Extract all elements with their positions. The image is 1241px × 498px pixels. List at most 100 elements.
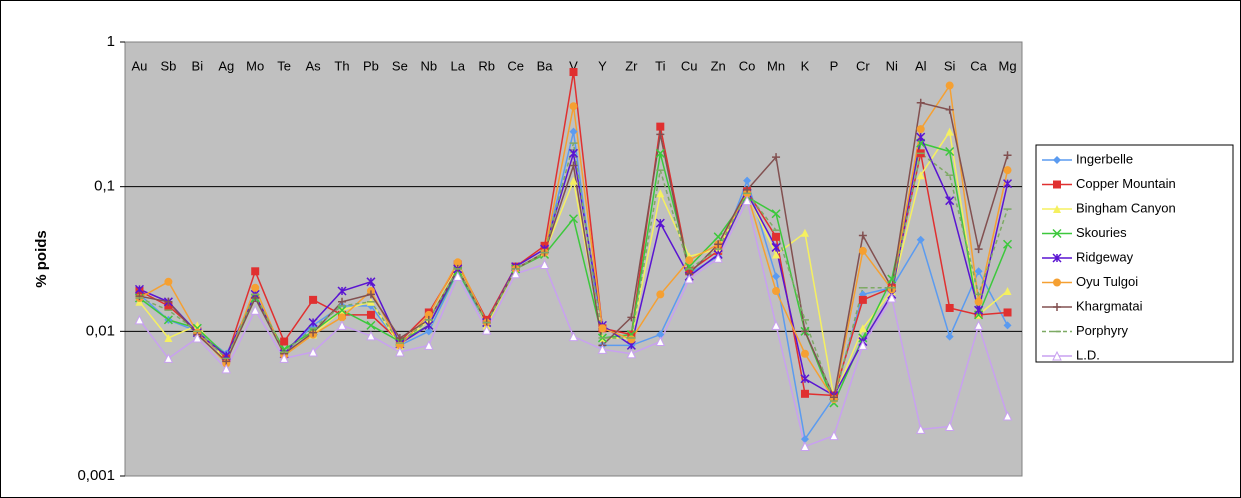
marker [163, 315, 173, 325]
marker [134, 314, 145, 325]
marker [743, 176, 752, 185]
marker [771, 242, 781, 252]
y-tick-label: 0,01 [86, 322, 115, 339]
marker [655, 218, 665, 228]
y-tick-label: 0,1 [94, 178, 115, 195]
marker [772, 272, 781, 281]
marker [945, 332, 954, 341]
marker [829, 430, 839, 441]
marker [366, 290, 375, 299]
marker [974, 305, 984, 315]
marker [800, 441, 810, 451]
x-tick-label: Si [944, 58, 956, 73]
marker [308, 318, 318, 328]
marker [569, 102, 578, 111]
x-tick-label: K [801, 58, 810, 73]
marker [251, 283, 260, 292]
x-tick-label: P [830, 58, 839, 73]
marker [858, 246, 867, 255]
marker [163, 353, 174, 363]
plot-area [124, 41, 1023, 477]
x-tick-label: Pb [363, 58, 379, 73]
marker [395, 333, 404, 342]
marker [164, 277, 173, 286]
marker [481, 324, 492, 335]
marker [569, 176, 578, 185]
marker [945, 105, 954, 114]
marker [568, 331, 579, 342]
marker [916, 125, 925, 134]
marker [858, 231, 867, 240]
legend-label: Khargmatai [1076, 298, 1143, 313]
marker [366, 277, 376, 287]
marker [627, 335, 636, 344]
x-tick-label: Au [132, 58, 148, 73]
marker [539, 259, 550, 269]
marker [945, 303, 954, 312]
marker [656, 122, 665, 131]
marker [1053, 205, 1061, 213]
marker [656, 290, 665, 299]
marker [945, 146, 955, 157]
x-tick-label: Al [915, 58, 927, 73]
marker [800, 327, 809, 336]
x-tick-label: Mn [767, 58, 785, 73]
marker [1003, 321, 1012, 330]
marker [1002, 179, 1013, 189]
x-tick-label: Sb [160, 58, 176, 73]
x-tick-label: Ti [655, 58, 665, 73]
marker [395, 346, 405, 357]
marker [945, 196, 955, 206]
marker [135, 292, 144, 301]
marker [366, 330, 376, 341]
marker [598, 324, 607, 333]
marker [656, 189, 665, 198]
x-tick-label: Te [277, 58, 291, 73]
marker [772, 232, 781, 241]
marker [771, 320, 781, 330]
marker [279, 353, 289, 363]
marker [800, 389, 809, 398]
x-tick-label: Zn [711, 58, 726, 73]
marker [569, 161, 578, 170]
marker [742, 195, 752, 206]
x-tick-label: Mg [999, 58, 1017, 73]
x-tick-label: Rb [478, 58, 495, 73]
marker [568, 148, 579, 158]
marker [713, 232, 723, 242]
x-tick-label: Zr [625, 58, 638, 73]
legend-label: Bingham Canyon [1076, 200, 1176, 215]
marker [829, 393, 838, 402]
marker [452, 271, 463, 281]
legend-label: Copper Mountain [1076, 176, 1176, 191]
marker [1052, 350, 1062, 361]
marker [656, 330, 665, 339]
x-tick-label: Ag [218, 58, 234, 73]
x-tick-label: Y [598, 58, 607, 73]
y-tick-label: 0,001 [77, 467, 115, 484]
x-tick-label: Ce [507, 58, 524, 73]
marker [1003, 287, 1012, 296]
marker [366, 310, 375, 319]
marker [1053, 278, 1061, 287]
marker [1003, 166, 1012, 175]
marker [453, 258, 462, 267]
marker [280, 337, 289, 346]
x-tick-label: Cr [856, 58, 870, 73]
marker [772, 250, 781, 259]
marker [192, 332, 203, 343]
legend-label: Skouries [1076, 225, 1127, 240]
marker [974, 267, 983, 276]
x-tick-label: Mo [246, 58, 264, 73]
legend-label: Oyu Tulgoi [1076, 274, 1138, 289]
marker [424, 340, 434, 350]
marker [916, 171, 925, 180]
x-tick-label: Ni [886, 58, 898, 73]
marker [134, 284, 144, 294]
marker [337, 286, 347, 296]
x-tick-label: Bi [192, 58, 204, 73]
marker [916, 235, 925, 244]
marker [1053, 156, 1061, 164]
marker [627, 313, 636, 322]
marker [772, 153, 781, 162]
